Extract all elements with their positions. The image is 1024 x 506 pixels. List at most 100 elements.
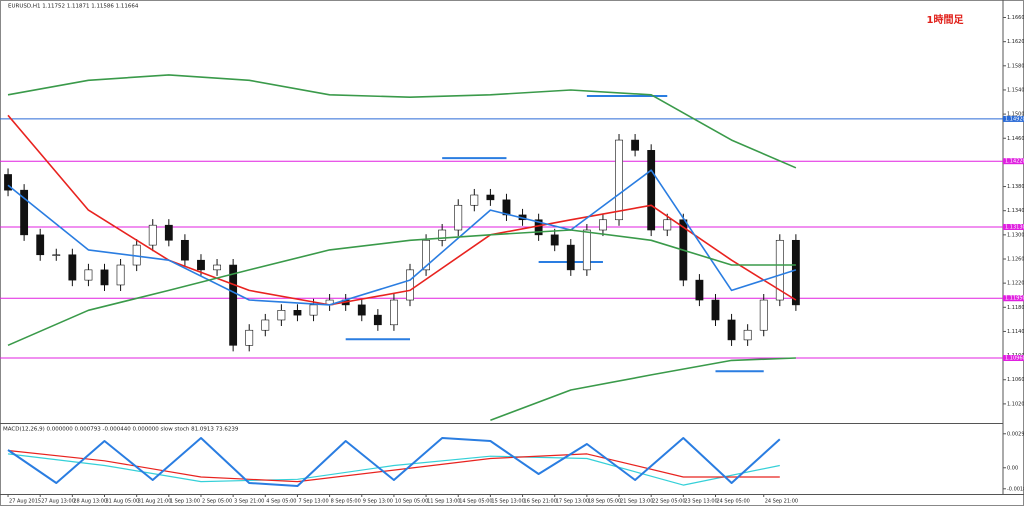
x-tick-label: 22 Sep 05:00 — [652, 499, 685, 505]
candle-body — [695, 279, 704, 301]
x-tick-label: 27 Aug 13:00 — [41, 499, 75, 505]
candle-body — [261, 319, 270, 331]
candle-body — [36, 234, 45, 256]
candle-body — [422, 239, 430, 271]
y-tick-label: 1.12600 — [1007, 256, 1024, 262]
candle-body — [52, 254, 61, 256]
candle-body — [373, 314, 382, 326]
x-tick-label: 8 Sep 05:00 — [331, 499, 361, 505]
x-tick-label: 2 Sep 05:00 — [202, 499, 232, 505]
indicator-line — [7, 74, 797, 169]
indicator-line — [490, 357, 796, 421]
candle-body — [502, 199, 511, 216]
y-tick-label: 0.002946 — [1007, 431, 1024, 437]
candle-body — [164, 224, 173, 241]
candle-body — [631, 139, 640, 151]
candle-body — [4, 174, 12, 191]
x-tick-label: 28 Aug 13:00 — [73, 499, 107, 505]
candle-body — [84, 269, 93, 281]
indicator-line — [7, 453, 780, 486]
x-tick-label: 11 Sep 13:00 — [427, 499, 460, 505]
y-tick-label: 1.15800 — [1007, 63, 1024, 69]
candle-body — [245, 329, 254, 346]
candle-body — [180, 239, 189, 261]
x-tick-label: 16 Sep 21:00 — [524, 499, 557, 505]
level-label: 1.14220 — [1005, 159, 1024, 165]
x-tick-label: 7 Sep 13:00 — [298, 499, 328, 505]
indicator-line — [7, 114, 797, 306]
x-tick-label: 21 Sep 13:00 — [620, 499, 653, 505]
candle-body — [100, 269, 109, 286]
level-label: 1.11950 — [1005, 296, 1024, 302]
candle-body — [197, 259, 205, 271]
candle-body — [357, 304, 366, 316]
indicator-line — [7, 169, 797, 306]
candle-body — [309, 304, 318, 316]
x-tick-label: 24 Sep 05:00 — [716, 499, 749, 505]
x-tick-label: 18 Sep 05:00 — [588, 499, 621, 505]
level-label: 1.10960 — [1005, 356, 1024, 362]
level-tag — [1003, 295, 1024, 302]
x-tick-label: 31 Aug 21:00 — [138, 499, 172, 505]
candle-body — [116, 264, 125, 286]
x-tick-label: 24 Sep 21:00 — [765, 499, 798, 505]
x-tick-label: 4 Sep 05:00 — [266, 499, 296, 505]
candle-body — [663, 219, 672, 231]
x-tick-label: 17 Sep 13:00 — [556, 499, 589, 505]
level-tag — [1003, 115, 1024, 122]
y-tick-label: 1.16200 — [1007, 39, 1024, 45]
candle-body — [293, 310, 302, 316]
candle-body — [647, 150, 656, 231]
y-tick-label: 1.13000 — [1007, 232, 1024, 238]
candle-body — [791, 239, 800, 306]
y-tick-label: 1.12200 — [1007, 281, 1024, 287]
candle-body — [566, 244, 575, 271]
candle-body — [615, 139, 623, 221]
y-tick-label: 1.10200 — [1007, 401, 1024, 407]
y-tick-label: 1.11800 — [1007, 305, 1024, 311]
y-tick-label: 1.10600 — [1007, 377, 1024, 383]
candle-body — [213, 264, 221, 271]
candle-body — [454, 204, 463, 231]
y-tick-label: -0.001822 — [1007, 486, 1024, 492]
candle-body — [582, 229, 591, 271]
level-tag — [1003, 158, 1024, 165]
candle-body — [470, 194, 479, 206]
candle-body — [390, 299, 398, 326]
x-tick-label: 1 Sep 13:00 — [170, 499, 200, 505]
y-tick-label: 1.14600 — [1007, 136, 1024, 142]
indicator-line — [7, 229, 796, 347]
indicator-title: MACD(12,26,9) 0.000000 0.000793 -0.00044… — [3, 427, 239, 433]
x-tick-label: 15 Sep 13:00 — [491, 499, 524, 505]
x-tick-label: 27 Aug 2015 — [9, 499, 41, 505]
candle-body — [727, 319, 736, 341]
candle-body — [229, 264, 238, 346]
y-tick-label: 1.13400 — [1007, 208, 1024, 214]
candle-body — [20, 189, 29, 236]
candle-body — [759, 299, 768, 331]
candle-body — [148, 224, 157, 246]
candle-body — [68, 254, 77, 281]
y-tick-label: 0.00 — [1007, 465, 1018, 471]
candle-body — [775, 239, 784, 301]
level-tag — [1003, 223, 1024, 230]
x-tick-label: 31 Aug 05:00 — [106, 499, 140, 505]
x-tick-label: 23 Sep 13:00 — [684, 499, 717, 505]
level-label: 1.13130 — [1005, 224, 1024, 230]
candle-body — [438, 229, 447, 241]
candle-body — [534, 219, 543, 236]
x-tick-label: 14 Sep 05:00 — [459, 499, 492, 505]
indicator-line — [7, 437, 781, 487]
y-tick-label: 1.11400 — [1007, 329, 1024, 335]
chart-title: EURUSD,H1 1.11752 1.11871 1.11586 1.1166… — [8, 4, 139, 10]
level-label: 1.14920 — [1005, 116, 1024, 122]
y-tick-label: 1.15000 — [1007, 112, 1024, 118]
candle-body — [406, 269, 414, 301]
x-tick-label: 9 Sep 13:00 — [363, 499, 393, 505]
x-tick-label: 3 Sep 21:00 — [234, 499, 264, 505]
y-tick-label: 1.15400 — [1007, 87, 1024, 93]
x-tick-label: 10 Sep 05:00 — [395, 499, 428, 505]
candle-body — [599, 219, 607, 231]
